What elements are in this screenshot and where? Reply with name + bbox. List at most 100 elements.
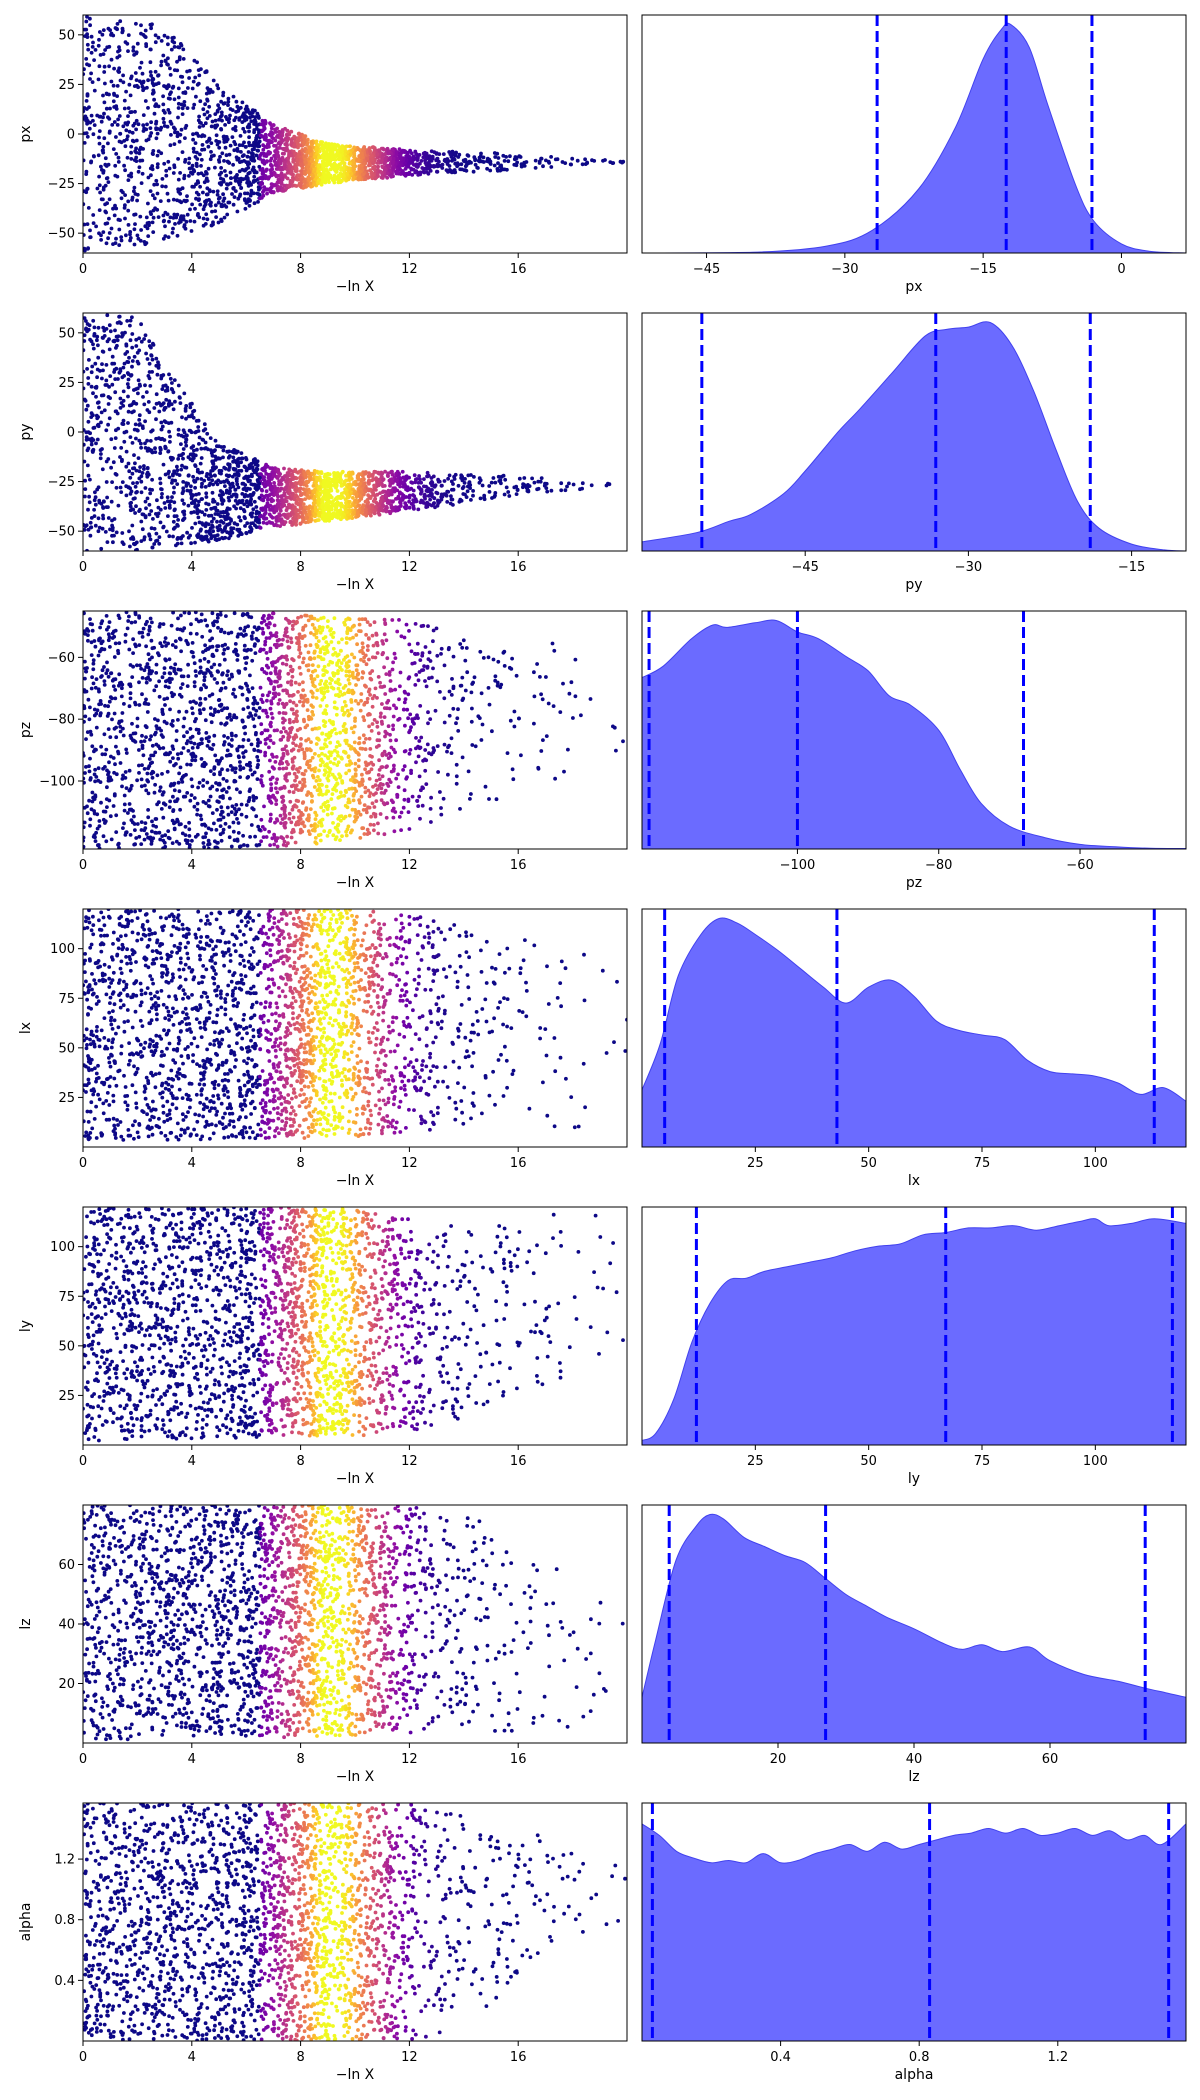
scatter-point [227, 117, 232, 121]
scatter-point [238, 134, 243, 138]
scatter-point [172, 508, 177, 513]
scatter-point [429, 164, 434, 169]
scatter-point [109, 79, 114, 84]
scatter-point [185, 530, 190, 535]
scatter-point [422, 170, 427, 175]
scatter-point [129, 74, 134, 79]
scatter-point [160, 387, 165, 391]
scatter-point [536, 486, 541, 491]
scatter-point [205, 431, 210, 436]
scatter-point [289, 138, 294, 143]
scatter-point [185, 212, 190, 217]
scatter-point [149, 353, 154, 358]
scatter-point [194, 161, 199, 166]
scatter-point [205, 538, 210, 542]
scatter-point [98, 30, 102, 34]
scatter-point [492, 163, 497, 168]
scatter-point [478, 496, 483, 501]
scatter-point [204, 529, 209, 534]
scatter-point [172, 163, 177, 168]
scatter-point [167, 505, 172, 510]
scatter-point [160, 424, 165, 429]
scatter-point [151, 88, 156, 93]
scatter-point [120, 531, 125, 535]
scatter-point [306, 480, 311, 484]
scatter-point [466, 161, 471, 166]
scatter-point [210, 209, 214, 214]
scatter-point [225, 212, 230, 217]
scatter-point [221, 177, 226, 182]
kde-px-xtick-label: −15 [969, 262, 996, 277]
scatter-point [321, 169, 326, 174]
scatter-point [232, 458, 237, 463]
scatter-point [345, 495, 350, 500]
scatter-point [191, 106, 196, 110]
scatter-point [224, 488, 229, 493]
scatter-point [96, 355, 101, 360]
scatter-point [234, 506, 239, 511]
scatter-point [133, 484, 138, 489]
scatter-point [131, 466, 135, 471]
scatter-point [120, 26, 125, 31]
scatter-point [101, 28, 106, 32]
scatter-point [462, 481, 467, 485]
scatter-point [221, 199, 226, 203]
scatter-point [397, 164, 402, 169]
scatter-point [298, 184, 303, 189]
scatter-point [376, 511, 381, 515]
scatter-point [222, 159, 226, 163]
scatter-point [200, 481, 204, 486]
scatter-point [205, 116, 210, 121]
scatter-point [152, 97, 157, 102]
scatter-point [333, 146, 338, 151]
scatter-point [179, 433, 184, 438]
scatter-point [135, 386, 140, 391]
scatter-point [216, 220, 221, 225]
scatter-point [264, 471, 269, 476]
scatter-point [229, 176, 233, 181]
scatter-point [215, 444, 219, 449]
scatter-point [183, 465, 187, 470]
scatter-point [182, 512, 187, 517]
scatter-point [89, 384, 94, 389]
scatter-point [224, 115, 228, 119]
scatter-point [126, 106, 131, 110]
scatter-point [101, 52, 106, 56]
scatter-point [110, 382, 115, 387]
scatter-point [307, 148, 312, 153]
scatter-point [111, 99, 116, 104]
scatter-point [227, 152, 232, 157]
kde-px-xlabel: px [905, 279, 922, 295]
scatter-point [148, 439, 153, 443]
scatter-point [219, 170, 224, 175]
kde-px-frame [641, 14, 1187, 254]
scatter-point [101, 230, 106, 235]
scatter-point [202, 112, 207, 117]
scatter-point [189, 541, 194, 546]
scatter-point [215, 502, 220, 506]
scatter-point [459, 162, 464, 167]
scatter-point [182, 391, 187, 396]
scatter-point [274, 163, 279, 168]
scatter-point [101, 499, 106, 504]
scatter-point [316, 518, 321, 522]
scatter-point [101, 93, 105, 98]
scatter-point [517, 154, 522, 159]
scatter-point [179, 127, 184, 132]
scatter-point [260, 128, 265, 133]
scatter-point [115, 55, 120, 60]
scatter-point [210, 490, 215, 495]
scatter-point [210, 453, 215, 458]
scatter-point [228, 486, 233, 490]
scatter-point [101, 513, 105, 518]
scatter-point [275, 180, 280, 185]
scatter-point [263, 464, 268, 469]
scatter-point [485, 156, 490, 161]
scatter-point [99, 410, 104, 415]
scatter-point [361, 148, 365, 153]
scatter-point [400, 469, 405, 474]
scatter-point [242, 130, 247, 134]
scatter-point [221, 90, 226, 95]
scatter-point [231, 126, 236, 131]
scatter-point [146, 106, 150, 110]
